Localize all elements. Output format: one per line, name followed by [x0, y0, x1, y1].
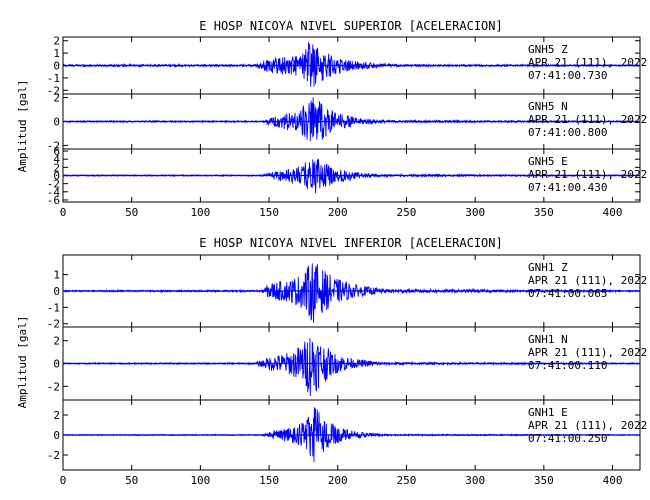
y-tick-label: -1: [47, 72, 60, 85]
x-tick-label: 150: [259, 474, 279, 487]
station-info-text: APR 21 (111), 2022: [528, 113, 647, 126]
station-info-text: GNH1 N: [528, 333, 568, 346]
station-info-text: 07:41:00.110: [528, 359, 607, 372]
x-tick-label: 50: [125, 206, 138, 219]
x-tick-label: 300: [465, 474, 485, 487]
y-tick-label: -6: [47, 194, 60, 207]
y-tick-label: 4: [53, 153, 60, 166]
y-tick-label: -4: [47, 186, 61, 199]
y-tick-label: 1: [53, 47, 60, 60]
y-tick-label: 0: [53, 60, 60, 73]
y-tick-label: 2: [53, 161, 60, 174]
y-tick-label: 6: [53, 145, 60, 158]
x-tick-label: 250: [397, 474, 417, 487]
station-info-text: APR 21 (111), 2022: [528, 419, 647, 432]
y-tick-label: 0: [53, 285, 60, 298]
x-tick-label: 150: [259, 206, 279, 219]
y-tick-label: -2: [47, 84, 60, 97]
x-tick-label: 300: [465, 206, 485, 219]
station-info-text: GNH1 Z: [528, 261, 568, 274]
station-info-text: 07:41:00.065: [528, 287, 607, 300]
y-tick-label: 2: [53, 35, 60, 48]
station-info-text: APR 21 (111), 2022: [528, 274, 647, 287]
station-info-text: GNH5 E: [528, 155, 568, 168]
y-axis-label-inferior: Amplitud [gal]: [16, 316, 29, 409]
y-tick-label: -2: [47, 139, 60, 152]
chart-title-superior: E HOSP NICOYA NIVEL SUPERIOR [ACELERACIO…: [199, 19, 502, 33]
station-info-text: APR 21 (111), 2022: [528, 168, 647, 181]
x-tick-label: 0: [60, 474, 67, 487]
x-tick-label: 100: [190, 206, 210, 219]
y-tick-label: -2: [47, 380, 60, 393]
y-tick-label: 2: [53, 335, 60, 348]
station-info-text: 07:41:00.250: [528, 432, 607, 445]
station-info-text: 07:41:00.730: [528, 69, 607, 82]
station-info-text: 07:41:00.430: [528, 181, 607, 194]
station-info-text: 07:41:00.800: [528, 126, 607, 139]
x-tick-label: 350: [534, 206, 554, 219]
y-tick-label: -2: [47, 318, 60, 331]
y-tick-label: 0: [53, 170, 60, 183]
station-info-text: APR 21 (111), 2022: [528, 346, 647, 359]
chart-title-inferior: E HOSP NICOYA NIVEL INFERIOR [ACELERACIO…: [199, 236, 502, 250]
station-info-text: GNH5 Z: [528, 43, 568, 56]
x-tick-label: 400: [603, 206, 623, 219]
y-axis-label-superior: Amplitud [gal]: [16, 80, 29, 173]
y-tick-label: -2: [47, 449, 60, 462]
y-tick-label: 2: [53, 409, 60, 422]
station-info-text: APR 21 (111), 2022: [528, 56, 647, 69]
x-tick-label: 200: [328, 206, 348, 219]
x-tick-label: 100: [190, 474, 210, 487]
y-tick-label: -1: [47, 301, 60, 314]
y-tick-label: 0: [53, 116, 60, 129]
y-tick-label: 0: [53, 358, 60, 371]
station-info-text: GNH1 E: [528, 406, 568, 419]
x-tick-label: 0: [60, 206, 67, 219]
x-tick-label: 350: [534, 474, 554, 487]
station-info-text: GNH5 N: [528, 100, 568, 113]
y-tick-label: 2: [53, 92, 60, 105]
y-tick-label: 1: [53, 269, 60, 282]
x-tick-label: 250: [397, 206, 417, 219]
y-tick-label: 0: [53, 429, 60, 442]
x-tick-label: 50: [125, 474, 138, 487]
x-tick-label: 400: [603, 474, 623, 487]
x-tick-label: 200: [328, 474, 348, 487]
y-tick-label: -2: [47, 178, 60, 191]
